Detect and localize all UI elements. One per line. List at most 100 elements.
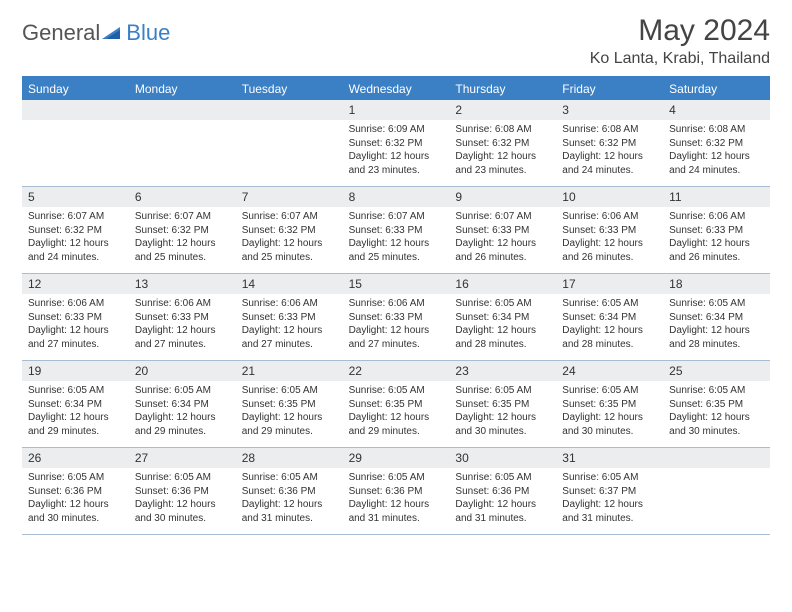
daylight-line: Daylight: 12 hours and 31 minutes. [455,498,550,525]
day-detail: Sunrise: 6:07 AMSunset: 6:32 PMDaylight:… [236,207,343,270]
weeks-container: 1Sunrise: 6:09 AMSunset: 6:32 PMDaylight… [22,100,770,535]
sunset-line: Sunset: 6:36 PM [455,485,550,499]
brand-name-1: General [22,20,100,46]
daylight-line: Daylight: 12 hours and 31 minutes. [562,498,657,525]
day-number: 16 [449,274,556,294]
day-detail: Sunrise: 6:05 AMSunset: 6:35 PMDaylight:… [663,381,770,444]
day-cell: 3Sunrise: 6:08 AMSunset: 6:32 PMDaylight… [556,100,663,186]
daylight-line: Daylight: 12 hours and 24 minutes. [669,150,764,177]
sunrise-line: Sunrise: 6:08 AM [562,123,657,137]
sunset-line: Sunset: 6:32 PM [135,224,230,238]
daylight-line: Daylight: 12 hours and 26 minutes. [669,237,764,264]
daylight-line: Daylight: 12 hours and 24 minutes. [562,150,657,177]
day-number: 25 [663,361,770,381]
daylight-line: Daylight: 12 hours and 27 minutes. [349,324,444,351]
daylight-line: Daylight: 12 hours and 26 minutes. [455,237,550,264]
week-row: 26Sunrise: 6:05 AMSunset: 6:36 PMDayligh… [22,448,770,535]
day-number-empty [129,100,236,120]
day-cell: 31Sunrise: 6:05 AMSunset: 6:37 PMDayligh… [556,448,663,534]
day-cell: 17Sunrise: 6:05 AMSunset: 6:34 PMDayligh… [556,274,663,360]
day-detail: Sunrise: 6:07 AMSunset: 6:33 PMDaylight:… [343,207,450,270]
daylight-line: Daylight: 12 hours and 30 minutes. [562,411,657,438]
day-cell: 23Sunrise: 6:05 AMSunset: 6:35 PMDayligh… [449,361,556,447]
day-cell: 12Sunrise: 6:06 AMSunset: 6:33 PMDayligh… [22,274,129,360]
day-cell [129,100,236,186]
day-cell: 30Sunrise: 6:05 AMSunset: 6:36 PMDayligh… [449,448,556,534]
location: Ko Lanta, Krabi, Thailand [590,50,770,68]
day-detail: Sunrise: 6:05 AMSunset: 6:34 PMDaylight:… [556,294,663,357]
day-cell: 11Sunrise: 6:06 AMSunset: 6:33 PMDayligh… [663,187,770,273]
sunset-line: Sunset: 6:34 PM [669,311,764,325]
sunset-line: Sunset: 6:35 PM [562,398,657,412]
day-number-empty [663,448,770,468]
daylight-line: Daylight: 12 hours and 31 minutes. [242,498,337,525]
day-cell: 4Sunrise: 6:08 AMSunset: 6:32 PMDaylight… [663,100,770,186]
sunset-line: Sunset: 6:34 PM [135,398,230,412]
day-number: 26 [22,448,129,468]
sunrise-line: Sunrise: 6:05 AM [28,471,123,485]
day-detail: Sunrise: 6:06 AMSunset: 6:33 PMDaylight:… [556,207,663,270]
day-number: 4 [663,100,770,120]
day-number: 29 [343,448,450,468]
dow-wednesday: Wednesday [343,78,450,100]
week-row: 1Sunrise: 6:09 AMSunset: 6:32 PMDaylight… [22,100,770,187]
sunrise-line: Sunrise: 6:05 AM [242,471,337,485]
sunset-line: Sunset: 6:32 PM [28,224,123,238]
sunrise-line: Sunrise: 6:05 AM [455,297,550,311]
day-detail: Sunrise: 6:06 AMSunset: 6:33 PMDaylight:… [343,294,450,357]
sunset-line: Sunset: 6:35 PM [242,398,337,412]
sunrise-line: Sunrise: 6:08 AM [455,123,550,137]
week-row: 12Sunrise: 6:06 AMSunset: 6:33 PMDayligh… [22,274,770,361]
day-number: 6 [129,187,236,207]
dow-monday: Monday [129,78,236,100]
sunrise-line: Sunrise: 6:07 AM [28,210,123,224]
day-cell: 20Sunrise: 6:05 AMSunset: 6:34 PMDayligh… [129,361,236,447]
sunset-line: Sunset: 6:33 PM [349,224,444,238]
day-detail: Sunrise: 6:08 AMSunset: 6:32 PMDaylight:… [449,120,556,183]
sunrise-line: Sunrise: 6:06 AM [242,297,337,311]
day-number: 5 [22,187,129,207]
day-detail: Sunrise: 6:09 AMSunset: 6:32 PMDaylight:… [343,120,450,183]
daylight-line: Daylight: 12 hours and 27 minutes. [135,324,230,351]
day-number: 11 [663,187,770,207]
day-number: 21 [236,361,343,381]
day-detail: Sunrise: 6:05 AMSunset: 6:36 PMDaylight:… [22,468,129,531]
day-number: 24 [556,361,663,381]
day-detail: Sunrise: 6:05 AMSunset: 6:35 PMDaylight:… [343,381,450,444]
daylight-line: Daylight: 12 hours and 27 minutes. [242,324,337,351]
day-detail: Sunrise: 6:08 AMSunset: 6:32 PMDaylight:… [556,120,663,183]
brand-mark-icon [102,24,124,42]
sunset-line: Sunset: 6:32 PM [562,137,657,151]
day-cell: 24Sunrise: 6:05 AMSunset: 6:35 PMDayligh… [556,361,663,447]
day-cell: 19Sunrise: 6:05 AMSunset: 6:34 PMDayligh… [22,361,129,447]
day-number: 3 [556,100,663,120]
day-detail: Sunrise: 6:05 AMSunset: 6:34 PMDaylight:… [449,294,556,357]
daylight-line: Daylight: 12 hours and 28 minutes. [455,324,550,351]
daylight-line: Daylight: 12 hours and 28 minutes. [562,324,657,351]
day-detail: Sunrise: 6:07 AMSunset: 6:33 PMDaylight:… [449,207,556,270]
sunset-line: Sunset: 6:34 PM [28,398,123,412]
day-number: 14 [236,274,343,294]
day-number: 10 [556,187,663,207]
sunrise-line: Sunrise: 6:06 AM [669,210,764,224]
day-number-empty [236,100,343,120]
day-number: 7 [236,187,343,207]
title-block: May 2024 Ko Lanta, Krabi, Thailand [590,14,770,68]
daylight-line: Daylight: 12 hours and 27 minutes. [28,324,123,351]
day-cell: 26Sunrise: 6:05 AMSunset: 6:36 PMDayligh… [22,448,129,534]
sunrise-line: Sunrise: 6:05 AM [455,384,550,398]
day-number: 27 [129,448,236,468]
day-detail: Sunrise: 6:05 AMSunset: 6:34 PMDaylight:… [22,381,129,444]
sunrise-line: Sunrise: 6:09 AM [349,123,444,137]
day-cell: 7Sunrise: 6:07 AMSunset: 6:32 PMDaylight… [236,187,343,273]
sunset-line: Sunset: 6:36 PM [135,485,230,499]
day-detail: Sunrise: 6:05 AMSunset: 6:35 PMDaylight:… [556,381,663,444]
day-detail: Sunrise: 6:05 AMSunset: 6:36 PMDaylight:… [449,468,556,531]
sunset-line: Sunset: 6:36 PM [242,485,337,499]
day-detail: Sunrise: 6:05 AMSunset: 6:34 PMDaylight:… [129,381,236,444]
day-number: 13 [129,274,236,294]
day-detail: Sunrise: 6:06 AMSunset: 6:33 PMDaylight:… [129,294,236,357]
day-cell: 13Sunrise: 6:06 AMSunset: 6:33 PMDayligh… [129,274,236,360]
header-bar: General Blue May 2024 Ko Lanta, Krabi, T… [22,14,770,68]
day-cell: 8Sunrise: 6:07 AMSunset: 6:33 PMDaylight… [343,187,450,273]
